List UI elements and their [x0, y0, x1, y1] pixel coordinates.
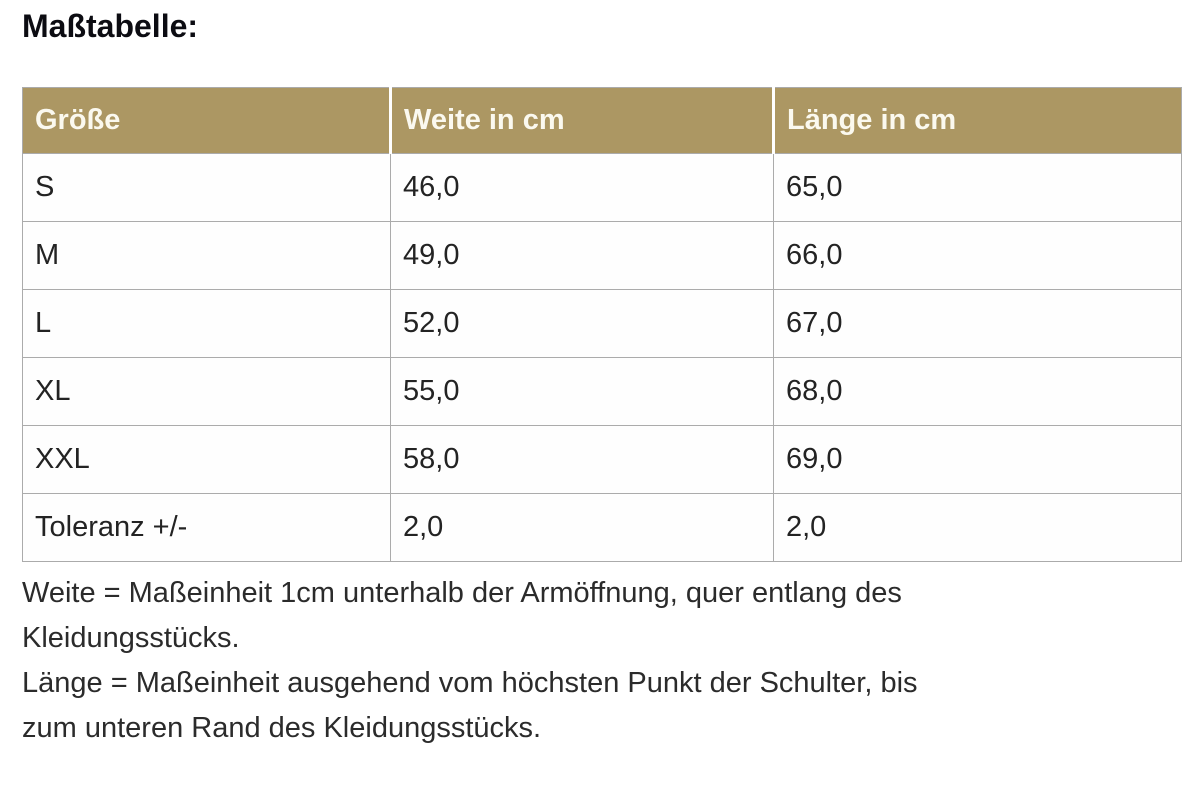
table-body: S 46,0 65,0 M 49,0 66,0 L 52,0 67,0 XL 55,0 68,0 XXL… [22, 153, 1182, 562]
table-cell: S [22, 153, 391, 222]
table-cell: 2,0 [773, 493, 1182, 562]
table-row: S 46,0 65,0 [22, 153, 1182, 222]
table-cell: 69,0 [773, 425, 1182, 494]
table-cell: XL [22, 357, 391, 426]
table-row: L 52,0 67,0 [22, 289, 1182, 358]
note-laenge-line-1: Länge = Maßeinheit ausgehend vom höchste… [22, 667, 918, 699]
column-header: Größe [22, 87, 391, 154]
size-table: Größe Weite in cm Länge in cm S 46,0 65,0 M 49… [22, 87, 1182, 562]
table-cell: 66,0 [773, 221, 1182, 290]
column-header: Länge in cm [772, 87, 1182, 154]
column-header: Weite in cm [389, 87, 774, 154]
table-row: XXL 58,0 69,0 [22, 425, 1182, 494]
note-weite-line-2: Kleidungsstücks. [22, 622, 240, 654]
table-cell: 67,0 [773, 289, 1182, 358]
table-row: M 49,0 66,0 [22, 221, 1182, 290]
measurement-notes: Weite = Maßeinheit 1cm unterhalb der Arm… [22, 571, 1182, 751]
page-title: Maßtabelle: [22, 8, 199, 44]
note-laenge-line-2: zum unteren Rand des Kleidungsstücks. [22, 712, 542, 744]
table-cell: Toleranz +/- [22, 493, 391, 562]
table-cell: L [22, 289, 391, 358]
table-cell: 49,0 [390, 221, 774, 290]
table-header-row: Größe Weite in cm Länge in cm [22, 87, 1182, 154]
table-cell: 68,0 [773, 357, 1182, 426]
note-weite-line-1: Weite = Maßeinheit 1cm unterhalb der Arm… [22, 577, 902, 609]
size-chart-page: Maßtabelle: Größe Weite in cm Länge in cm … [22, 8, 1182, 751]
table-row: Toleranz +/- 2,0 2,0 [22, 493, 1182, 562]
table-cell: 55,0 [390, 357, 774, 426]
table-cell: 2,0 [390, 493, 774, 562]
table-cell: 58,0 [390, 425, 774, 494]
table-cell: 65,0 [773, 153, 1182, 222]
table-cell: M [22, 221, 391, 290]
table-cell: 52,0 [390, 289, 774, 358]
table-cell: XXL [22, 425, 391, 494]
table-row: XL 55,0 68,0 [22, 357, 1182, 426]
table-cell: 46,0 [390, 153, 774, 222]
